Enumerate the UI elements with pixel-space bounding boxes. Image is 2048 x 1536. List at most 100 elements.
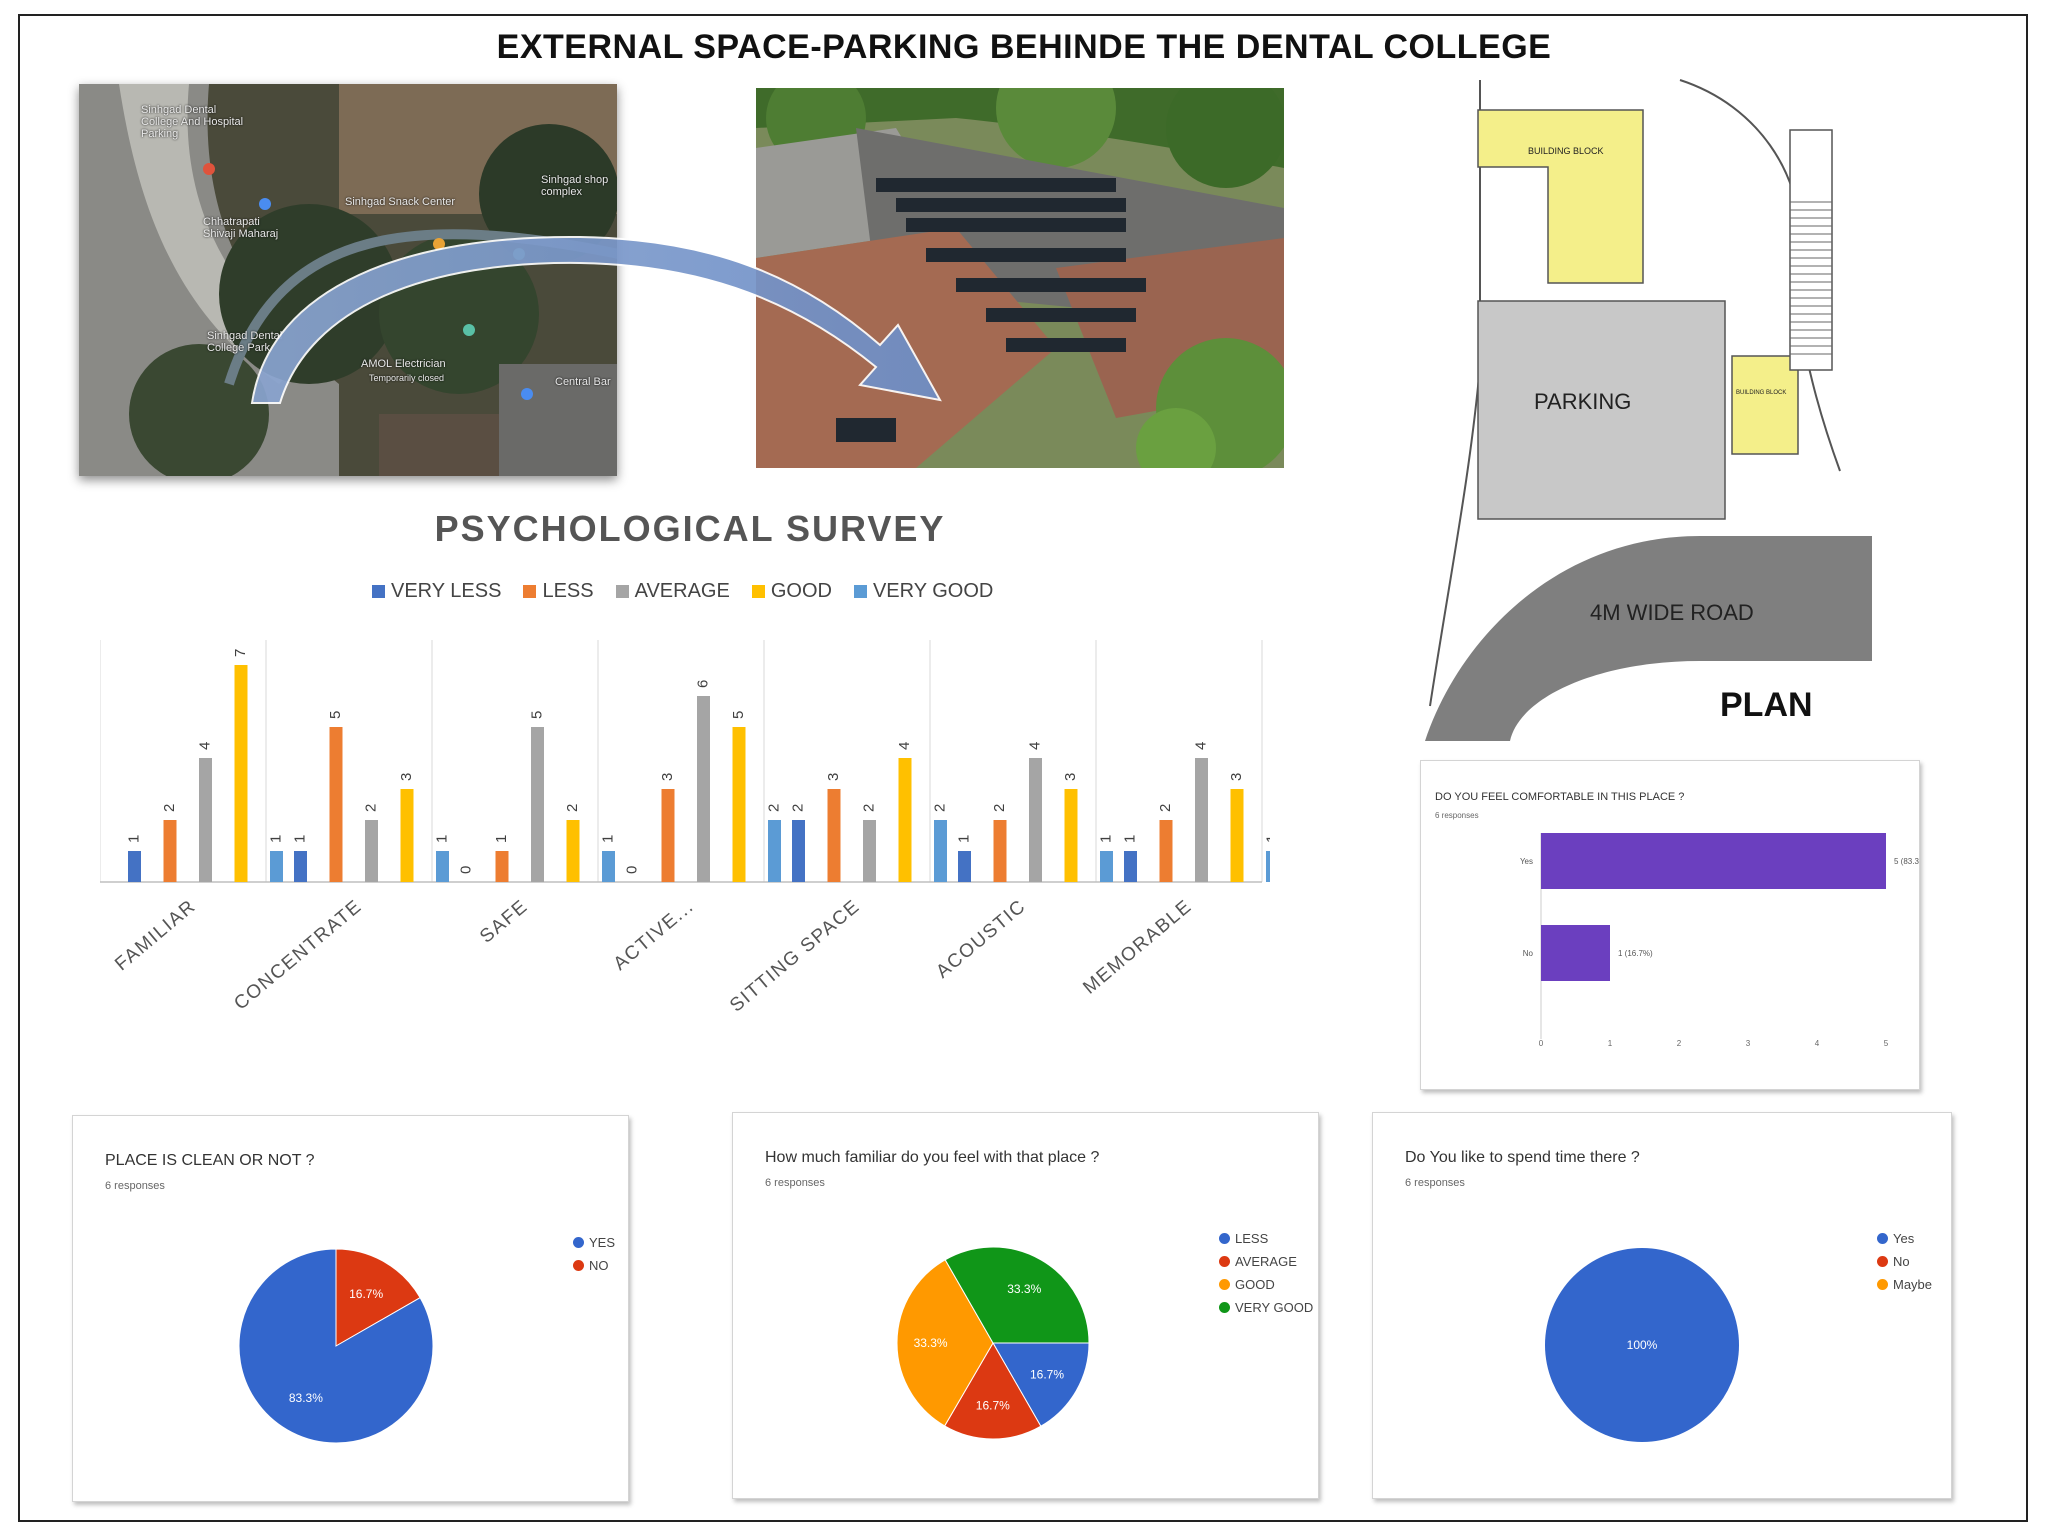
legend-item: Yes xyxy=(1877,1227,1932,1250)
slice-label: 33.3% xyxy=(914,1336,948,1350)
bar xyxy=(365,820,378,882)
x-tick-label: 4 xyxy=(1815,1039,1820,1048)
bar xyxy=(934,820,947,882)
map-label: Sinhgad shop complex xyxy=(541,174,609,198)
bar xyxy=(566,820,580,882)
bar xyxy=(294,851,307,882)
legend-label: Yes xyxy=(1893,1231,1915,1246)
bar xyxy=(400,789,414,882)
bar-data-label: 2 xyxy=(932,804,949,812)
slice-label: 33.3% xyxy=(1007,1282,1041,1296)
bar-data-label: 5 xyxy=(529,711,546,719)
bar xyxy=(792,820,805,882)
bar-data-label: 4 xyxy=(896,742,913,750)
bar-data-label: 3 xyxy=(825,773,842,781)
bar-data-label: 1 xyxy=(434,835,451,843)
bar xyxy=(958,851,971,882)
bar-data-label: 1 xyxy=(292,835,309,843)
legend-label: VERY GOOD xyxy=(872,580,994,602)
legend-item: LESS xyxy=(523,580,594,603)
legend-swatch xyxy=(615,585,629,598)
bar-data-label: 2 xyxy=(766,804,783,812)
plan-title: PLAN xyxy=(1720,686,1813,724)
bar xyxy=(436,851,449,882)
pie-slice xyxy=(992,1342,1090,1427)
bar-data-label: 6 xyxy=(695,680,712,688)
clean-responses: 6 responses xyxy=(105,1180,165,1192)
legend-label: AVERAGE xyxy=(1235,1254,1297,1269)
spend-pie-card: Do You like to spend time there ? 6 resp… xyxy=(1372,1112,1952,1499)
legend-dot xyxy=(1219,1256,1230,1267)
comfort-chart-card: DO YOU FEEL COMFORTABLE IN THIS PLACE ? … xyxy=(1420,760,1920,1090)
bar xyxy=(697,696,710,882)
legend-label: Maybe xyxy=(1893,1277,1933,1292)
bar xyxy=(898,758,912,882)
bar xyxy=(234,665,248,882)
legend-item: VERY GOOD xyxy=(1219,1296,1313,1319)
bar xyxy=(1541,925,1610,981)
page-title: EXTERNAL SPACE-PARKING BEHINDE THE DENTA… xyxy=(496,28,1552,66)
legend-item: GOOD xyxy=(1219,1273,1313,1296)
bar-data-label: 0 xyxy=(458,866,475,874)
legend-label: No xyxy=(1893,1254,1910,1269)
bar xyxy=(1266,851,1279,882)
bar-data-label: 1 xyxy=(1098,835,1115,843)
legend-item: GOOD xyxy=(751,580,832,603)
page-frame xyxy=(18,14,2028,1522)
bar-data-label: 1 xyxy=(493,835,510,843)
familiar-pie-title: How much familiar do you feel with that … xyxy=(765,1149,1100,1166)
map-label: Temporarily closed xyxy=(369,373,445,383)
map-label: Central Bar xyxy=(555,376,611,388)
bar xyxy=(199,758,212,882)
legend-dot xyxy=(1877,1279,1888,1290)
legend-item: No xyxy=(1877,1250,1932,1273)
legend-item: VERY GOOD xyxy=(853,580,994,603)
legend-label: YES xyxy=(589,1235,616,1250)
bar-data-label: 1 (16.7%) xyxy=(1618,949,1653,958)
category-label: MEMORABLE xyxy=(1079,896,1196,999)
building-block-label: BUILDING BLOCK xyxy=(1528,146,1604,156)
pie-slice xyxy=(1545,1248,1739,1442)
bar-data-label: 2 xyxy=(991,804,1008,812)
category-label: ACOUSTIC xyxy=(932,896,1030,983)
x-tick-label: 5 xyxy=(1884,1039,1889,1048)
bar xyxy=(993,820,1007,882)
bar xyxy=(1541,833,1886,889)
map-label: Sinhgad Dental College And Hospital Park… xyxy=(141,104,244,140)
bar xyxy=(329,727,343,882)
familiar-responses: 6 responses xyxy=(765,1177,825,1189)
parking-label: PARKING xyxy=(1534,389,1632,414)
bar-data-label: 4 xyxy=(1027,742,1044,750)
comfort-chart-title: DO YOU FEEL COMFORTABLE IN THIS PLACE ? xyxy=(1435,791,1685,803)
spend-pie-legend: Yes No Maybe xyxy=(1877,1227,1932,1296)
survey-bar-chart: 1 2 4 7 1 FAMILIAR 1 5 2 3 1 CONCENTRATE 0 1 5 2 1 SAFE 0 3… xyxy=(99,640,1281,1040)
legend-item: AVERAGE xyxy=(1219,1250,1313,1273)
bar-data-label: 1 xyxy=(1122,835,1139,843)
map-label: Sinhgad Snack Center xyxy=(345,196,456,208)
road-label: 4M WIDE ROAD xyxy=(1590,600,1754,625)
bar xyxy=(531,727,544,882)
bar-data-label: 5 xyxy=(730,711,747,719)
slice-label: 16.7% xyxy=(1030,1367,1064,1381)
map-label: Chhatrapati Shivaji Maharaj xyxy=(203,216,279,240)
survey-title: PSYCHOLOGICAL SURVEY xyxy=(434,508,946,549)
bar xyxy=(163,820,177,882)
legend-label: VERY GOOD xyxy=(1235,1300,1314,1315)
bar xyxy=(1100,851,1113,882)
legend-label: AVERAGE xyxy=(634,580,730,602)
legend-swatch xyxy=(523,585,537,598)
legend-dot xyxy=(1877,1233,1888,1244)
bar-data-label: 1 xyxy=(956,835,973,843)
category-label: Yes xyxy=(1520,857,1533,866)
x-tick-label: 1 xyxy=(1608,1039,1613,1048)
bar-data-label: 2 xyxy=(564,804,581,812)
bar-data-label: 1 xyxy=(1264,835,1271,843)
legend-dot xyxy=(573,1237,584,1248)
bar xyxy=(661,789,675,882)
bar xyxy=(270,851,283,882)
bar xyxy=(732,727,746,882)
legend-item: Maybe xyxy=(1877,1273,1932,1296)
clean-pie-legend: YES NO xyxy=(573,1231,615,1277)
bar-data-label: 4 xyxy=(1193,742,1210,750)
building-block-small-label: BUILDING BLOCK xyxy=(1736,390,1787,396)
